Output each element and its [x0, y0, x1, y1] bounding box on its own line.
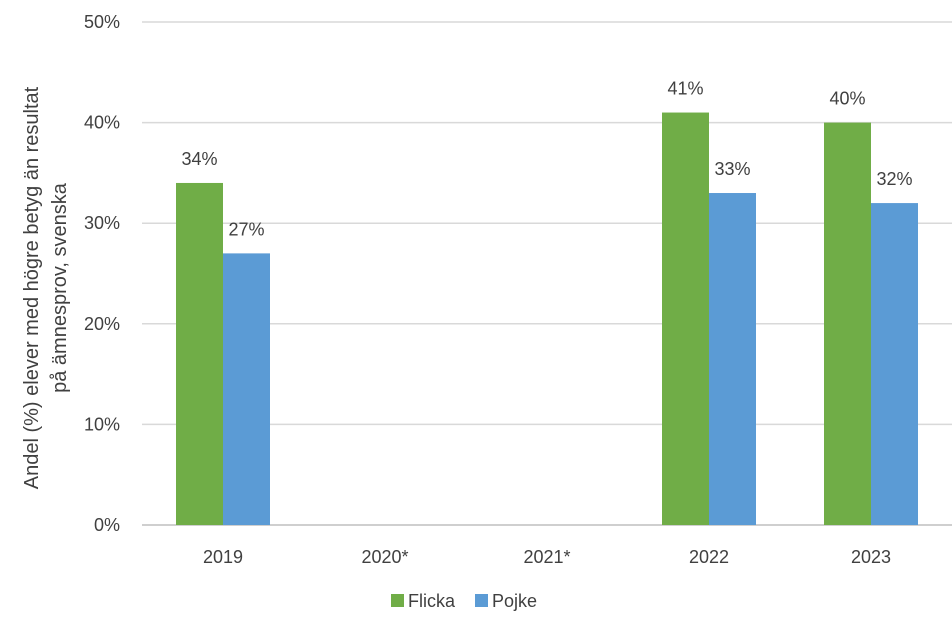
data-labels: 34% 27% 41% 33% 40% 32%	[181, 79, 912, 240]
bar-pojke-2022	[709, 193, 756, 525]
x-tick-label: 2021*	[523, 547, 570, 567]
data-label: 40%	[829, 89, 865, 109]
y-axis: 0% 10% 20% 30% 40% 50%	[84, 12, 120, 535]
x-tick-label: 2019	[203, 547, 243, 567]
legend-label: Pojke	[492, 591, 537, 611]
y-tick-label: 50%	[84, 12, 120, 32]
data-label: 41%	[667, 79, 703, 99]
y-axis-title: Andel (%) elever med högre betyg än resu…	[21, 86, 71, 489]
data-label: 34%	[181, 149, 217, 169]
data-label: 27%	[228, 219, 264, 239]
y-tick-label: 0%	[94, 515, 120, 535]
bar-flicka-2019	[176, 182, 223, 525]
bar-pojke-2023	[871, 203, 918, 525]
bar-flicka-2022	[662, 112, 709, 525]
bars	[176, 112, 918, 525]
y-tick-label: 30%	[84, 213, 120, 233]
bar-flicka-2023	[824, 122, 871, 525]
y-axis-title-line-1: Andel (%) elever med högre betyg än resu…	[21, 86, 43, 489]
y-tick-label: 10%	[84, 414, 120, 434]
y-axis-title-line-2: på ämnesprov, svenska	[49, 182, 71, 393]
legend-swatch	[475, 594, 488, 607]
x-axis: 2019 2020* 2021* 2022 2023	[203, 547, 891, 567]
legend-swatch	[391, 594, 404, 607]
x-tick-label: 2022	[689, 547, 729, 567]
bar-pojke-2019	[223, 253, 270, 525]
x-tick-label: 2020*	[361, 547, 408, 567]
y-tick-label: 40%	[84, 113, 120, 133]
data-label: 33%	[714, 159, 750, 179]
y-tick-label: 20%	[84, 314, 120, 334]
legend: Flicka Pojke	[391, 591, 537, 611]
gridlines	[142, 21, 952, 526]
legend-item-flicka: Flicka	[391, 591, 456, 611]
data-label: 32%	[876, 169, 912, 189]
legend-item-pojke: Pojke	[475, 591, 537, 611]
x-tick-label: 2023	[851, 547, 891, 567]
legend-label: Flicka	[408, 591, 456, 611]
